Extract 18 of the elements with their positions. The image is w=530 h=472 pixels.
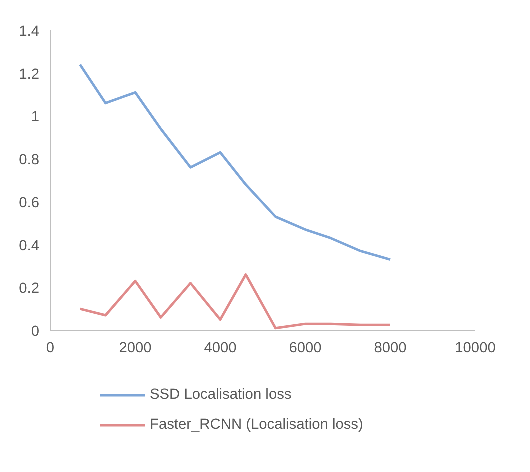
y-tick-label: 0 [31,324,40,340]
y-tick-label: 0.2 [19,281,40,298]
line-series [79,274,392,330]
line-series [79,64,392,262]
y-tick-label: 1.2 [19,66,40,83]
x-tick-label: 2000 [119,340,152,356]
x-tick-label: 10000 [455,340,496,356]
x-tick-label: 4000 [204,340,237,356]
x-tick-label: 8000 [374,340,407,356]
y-tick-label: 0.6 [19,195,40,212]
x-tick-label: 6000 [289,340,322,356]
legend-label: SSD Localisation loss [150,387,292,403]
y-tick-label: 0.8 [19,152,40,169]
x-tick-label: 0 [46,340,55,356]
y-tick-label: 1.4 [19,24,40,40]
legend-label: Faster_RCNN (Localisation loss) [150,417,364,433]
y-tick-label: 0.4 [19,238,40,254]
y-tick-label: 1 [31,110,40,126]
